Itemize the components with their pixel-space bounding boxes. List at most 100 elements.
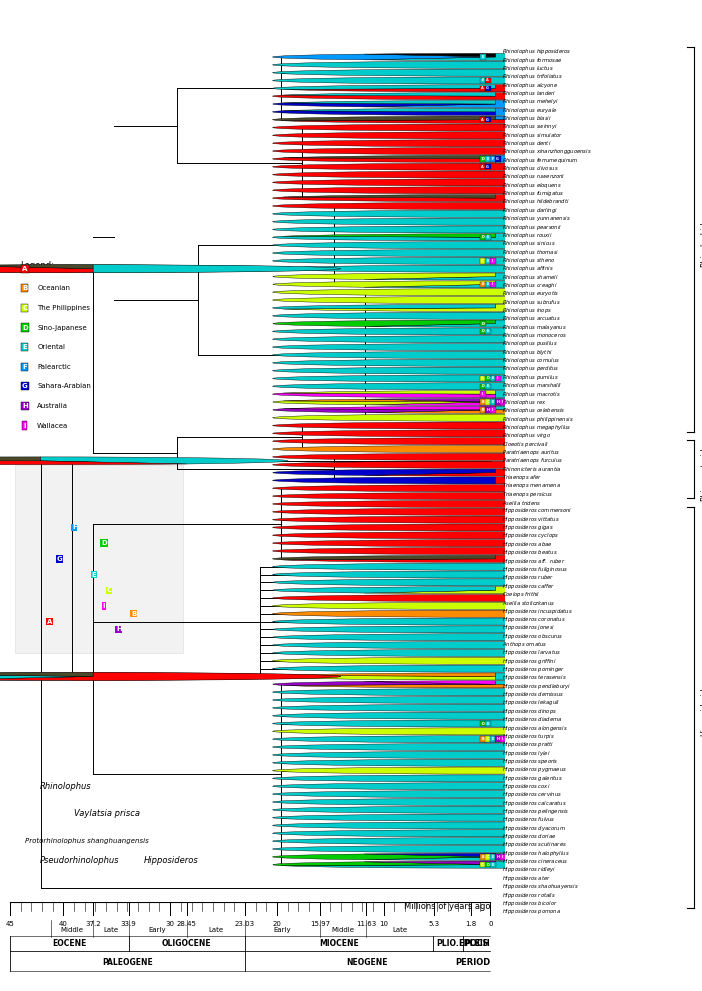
Text: Protorhinolophus shanghuangensis: Protorhinolophus shanghuangensis [25, 838, 149, 844]
Bar [484, 720, 491, 726]
Wedge shape [272, 579, 702, 586]
Text: I: I [492, 282, 494, 286]
Wedge shape [272, 610, 702, 617]
Text: $\it{Triaenops\ persicus}$: $\it{Triaenops\ persicus}$ [502, 490, 553, 498]
Text: E: E [486, 157, 489, 161]
Text: $\it{Rhinolophus\ rouxii}$: $\it{Rhinolophus\ rouxii}$ [502, 231, 552, 240]
Text: $\it{Triaenops\ menamena}$: $\it{Triaenops\ menamena}$ [502, 482, 561, 491]
Bar [479, 321, 486, 326]
Wedge shape [0, 675, 72, 681]
Text: E: E [486, 259, 489, 263]
Text: 15.97: 15.97 [310, 922, 330, 928]
Text: $\it{Cloeotis\ percivali}$: $\it{Cloeotis\ percivali}$ [502, 440, 549, 449]
Bar [484, 736, 491, 742]
Text: $\it{Hipposideros\ scutinares}$: $\it{Hipposideros\ scutinares}$ [502, 840, 567, 849]
Text: OLIGOCENE: OLIGOCENE [161, 939, 211, 948]
Text: B: B [22, 285, 27, 291]
Text: $\it{Hipposideros\ aff.\ ruber}$: $\it{Hipposideros\ aff.\ ruber}$ [502, 557, 566, 566]
Text: $\it{Hipposideros\ alongensis}$: $\it{Hipposideros\ alongensis}$ [502, 723, 568, 732]
Wedge shape [272, 186, 702, 194]
Text: $\it{Hipposideros\ terasensis}$: $\it{Hipposideros\ terasensis}$ [502, 674, 567, 683]
Text: 45: 45 [6, 922, 15, 928]
Wedge shape [272, 85, 496, 89]
Wedge shape [0, 673, 340, 681]
Wedge shape [0, 268, 72, 273]
Wedge shape [284, 85, 702, 92]
Wedge shape [272, 179, 702, 186]
Wedge shape [272, 202, 702, 209]
Text: $\it{Hipposideros\ demissus}$: $\it{Hipposideros\ demissus}$ [502, 690, 564, 699]
Text: $\it{Triaenops\ afer}$: $\it{Triaenops\ afer}$ [502, 473, 542, 482]
Text: $\it{Hipposideros\ ridleyi}$: $\it{Hipposideros\ ridleyi}$ [502, 865, 556, 874]
Wedge shape [496, 406, 702, 411]
Text: A: A [481, 118, 484, 122]
Text: $\it{Hipposideros\ coxi}$: $\it{Hipposideros\ coxi}$ [502, 782, 550, 791]
Text: 1.8: 1.8 [465, 922, 477, 928]
Bar [479, 235, 486, 240]
Bar [479, 55, 486, 59]
Text: Oceanian: Oceanian [37, 285, 70, 291]
Wedge shape [272, 273, 496, 279]
Text: $\it{Rhinolophus\ marshalli}$: $\it{Rhinolophus\ marshalli}$ [502, 382, 562, 390]
Text: G: G [486, 118, 489, 122]
Text: $\it{Rhinolophus\ creaghi}$: $\it{Rhinolophus\ creaghi}$ [502, 281, 557, 290]
Text: $\it{Hipposideros\ calcaratus}$: $\it{Hipposideros\ calcaratus}$ [502, 799, 567, 808]
Text: $\it{Rhinolophus\ pumilus}$: $\it{Rhinolophus\ pumilus}$ [502, 373, 559, 382]
Text: The Philippines: The Philippines [37, 305, 90, 311]
Text: E: E [491, 855, 494, 859]
Text: D: D [101, 540, 107, 546]
Wedge shape [284, 304, 702, 311]
Bar [490, 862, 496, 867]
Text: D: D [22, 324, 27, 331]
Text: D: D [486, 377, 489, 381]
Bar [500, 399, 505, 404]
Text: PLEIS: PLEIS [465, 939, 489, 948]
Text: $\it{Rhinolophus\ celebensis}$: $\it{Rhinolophus\ celebensis}$ [502, 406, 566, 415]
Wedge shape [272, 555, 496, 560]
Text: Hipposideros: Hipposideros [144, 856, 199, 865]
Wedge shape [284, 92, 496, 96]
Wedge shape [272, 751, 702, 758]
Wedge shape [284, 390, 496, 394]
Bar [15, 465, 183, 653]
Bar [484, 164, 491, 169]
Text: $\it{Rhinolophus\ fumigatus}$: $\it{Rhinolophus\ fumigatus}$ [502, 189, 564, 198]
Wedge shape [272, 103, 496, 107]
Text: Rhinonycteridae: Rhinonycteridae [700, 438, 702, 500]
Wedge shape [272, 312, 702, 319]
Bar [490, 258, 496, 264]
Text: $\it{Hipposideros\ jonesi}$: $\it{Hipposideros\ jonesi}$ [502, 623, 555, 632]
Wedge shape [272, 288, 702, 295]
Wedge shape [272, 438, 702, 445]
Bar [484, 407, 491, 412]
Text: $\it{Hipposideros\ dyacorum}$: $\it{Hipposideros\ dyacorum}$ [502, 824, 566, 832]
Text: 28.45: 28.45 [177, 922, 197, 928]
Wedge shape [272, 375, 702, 382]
Text: $\it{Hipposideros\ pominger}$: $\it{Hipposideros\ pominger}$ [502, 665, 565, 674]
Text: $\it{Rhinolophus\ arcuatus}$: $\it{Rhinolophus\ arcuatus}$ [502, 314, 561, 323]
Bar [479, 391, 486, 397]
Text: $\it{Rhinolophus\ macrotis}$: $\it{Rhinolophus\ macrotis}$ [502, 389, 561, 398]
Bar [484, 376, 491, 382]
Wedge shape [496, 390, 702, 397]
Wedge shape [272, 854, 496, 859]
Wedge shape [272, 469, 496, 476]
Wedge shape [272, 571, 702, 578]
Text: B: B [482, 737, 484, 741]
Text: $\it{Coelops\ frithii}$: $\it{Coelops\ frithii}$ [502, 590, 541, 599]
Wedge shape [72, 673, 320, 681]
Text: Late: Late [392, 928, 407, 934]
Wedge shape [272, 547, 702, 555]
Text: Late: Late [208, 928, 223, 934]
Text: $\it{Rhinolophus\ denti}$: $\it{Rhinolophus\ denti}$ [502, 139, 551, 148]
Wedge shape [364, 398, 496, 402]
Text: $\it{Hipposideros\ larvatus}$: $\it{Hipposideros\ larvatus}$ [502, 648, 561, 657]
Text: $\it{Rhinolophus\ pusillus}$: $\it{Rhinolophus\ pusillus}$ [502, 339, 557, 349]
Wedge shape [364, 54, 702, 60]
Wedge shape [272, 430, 702, 437]
Text: I: I [492, 259, 494, 263]
Bar [490, 376, 496, 382]
Text: E: E [482, 55, 484, 58]
Wedge shape [284, 194, 496, 198]
Wedge shape [364, 402, 702, 405]
